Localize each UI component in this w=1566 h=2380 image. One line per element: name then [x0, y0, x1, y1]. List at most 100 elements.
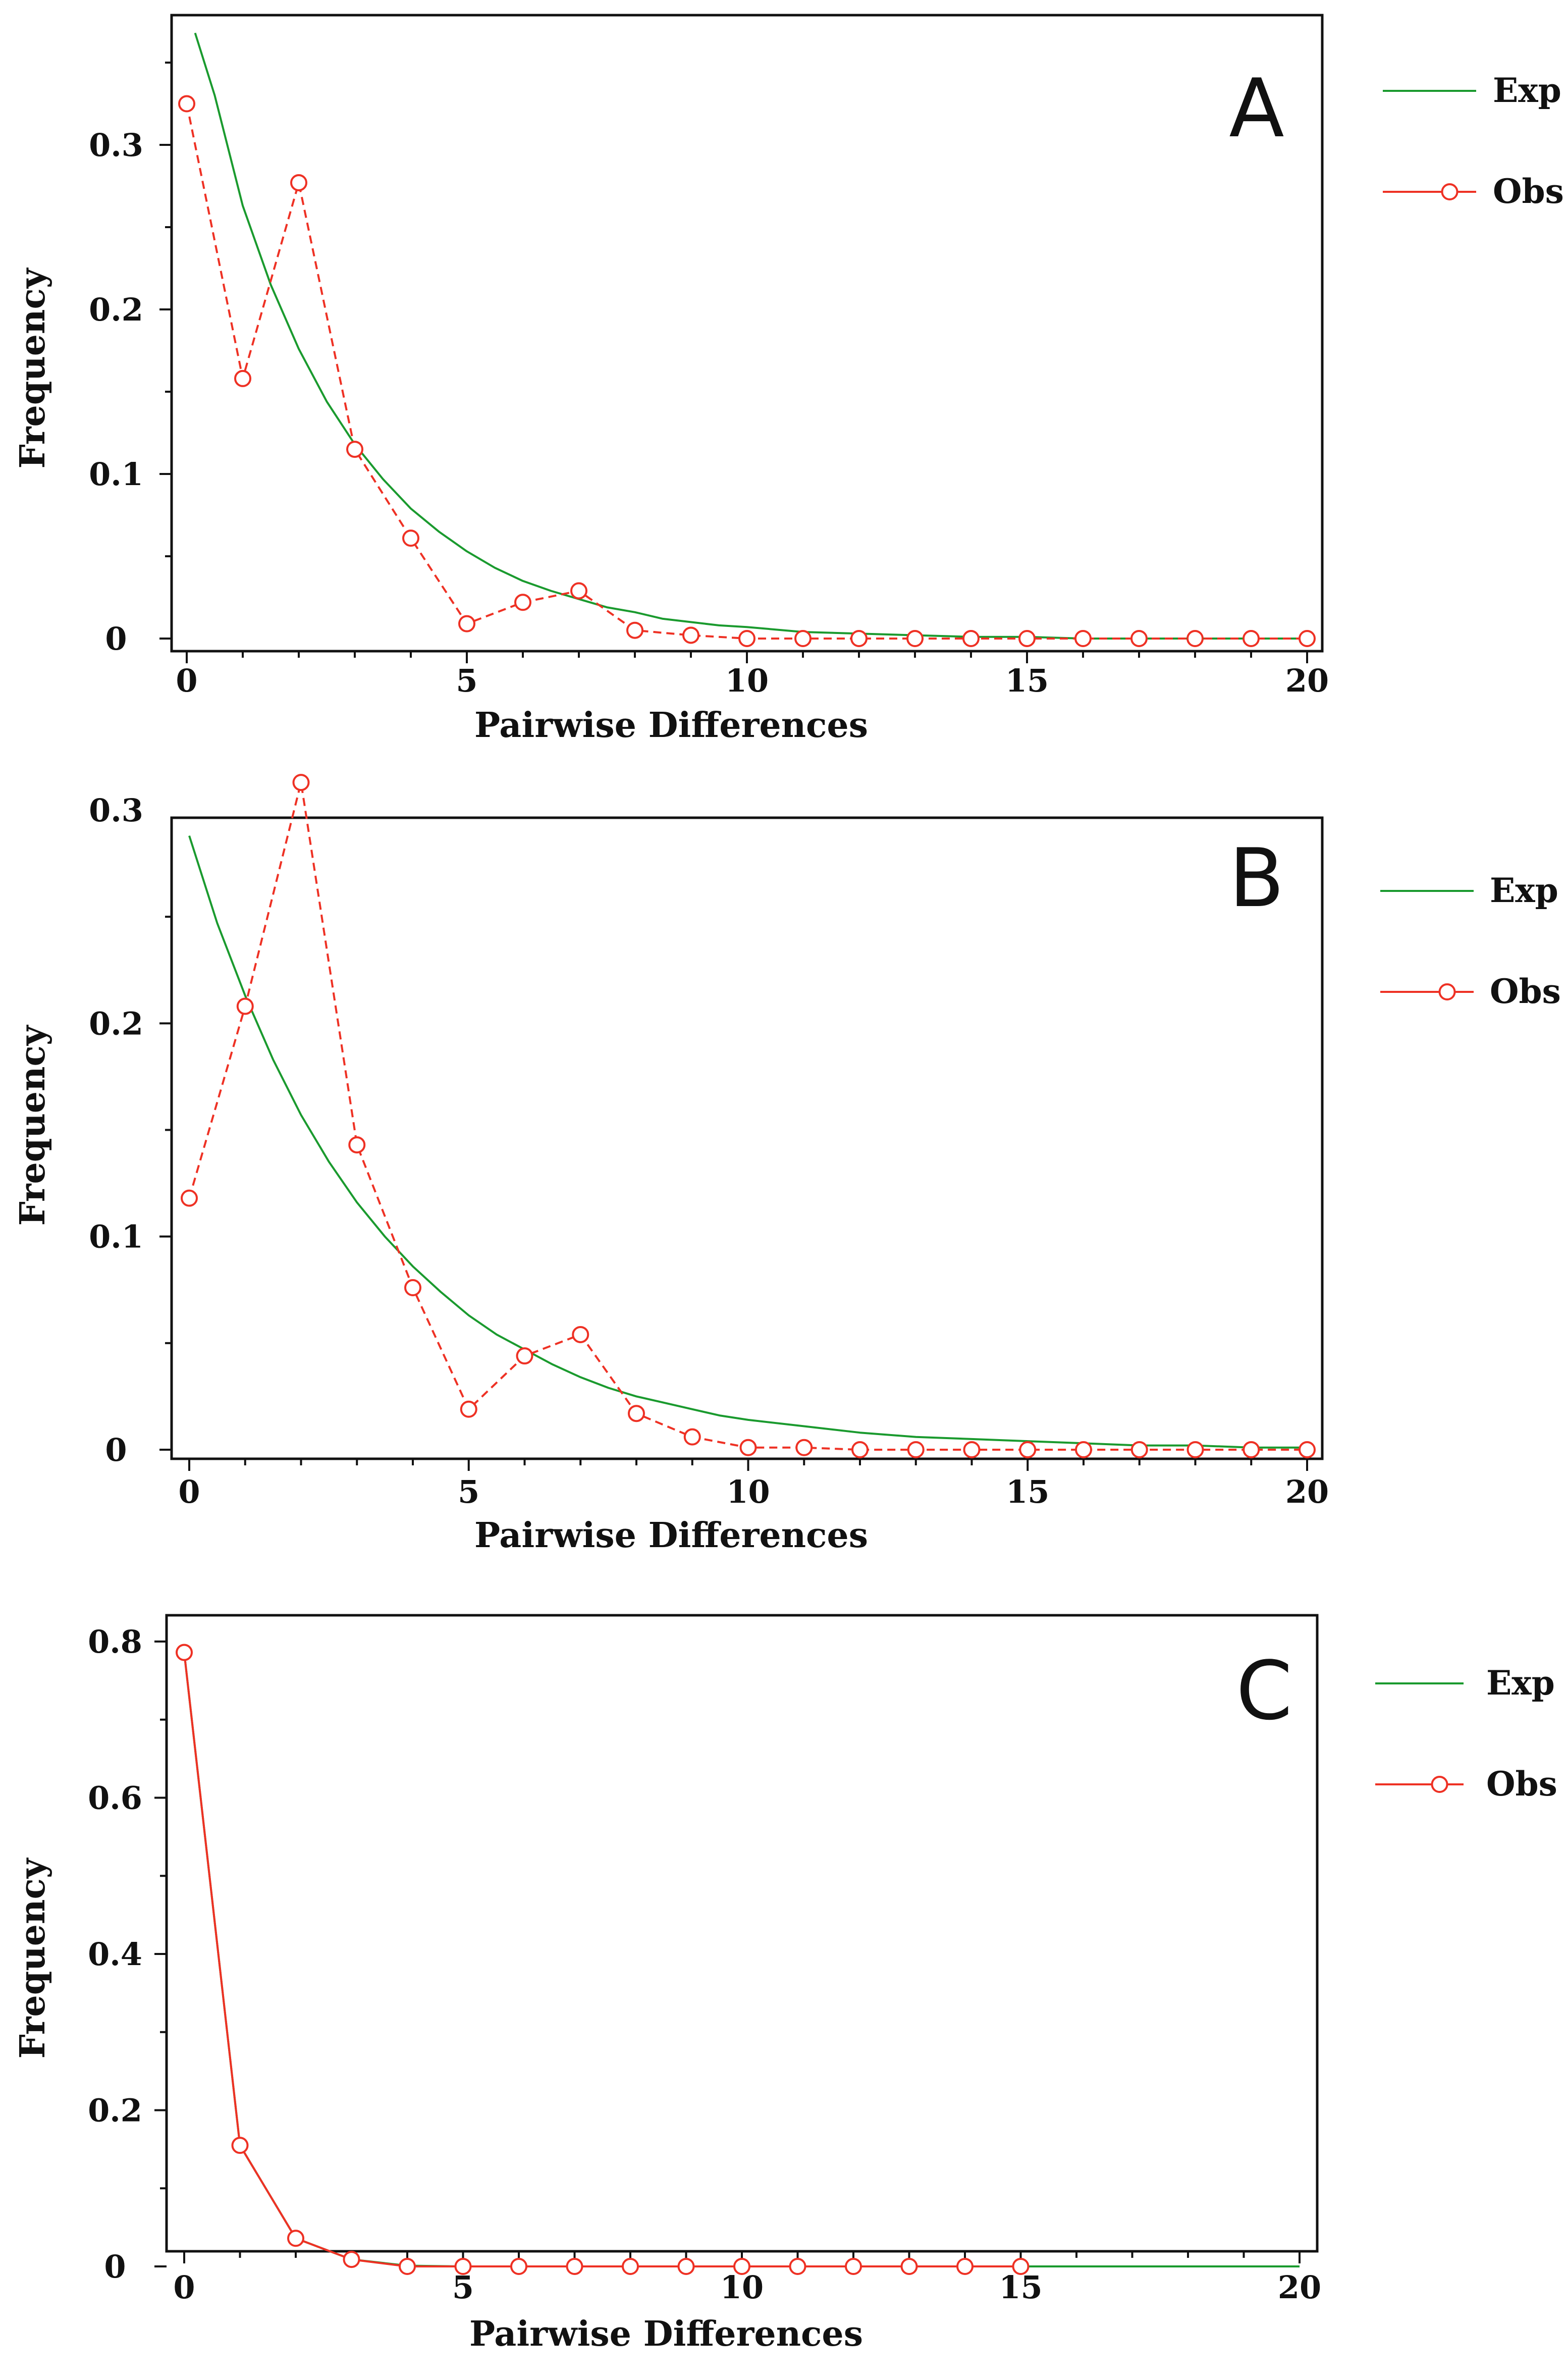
data-point-obs: [292, 774, 310, 791]
x-tick-label: 0: [176, 662, 197, 699]
series-line-obs: [188, 781, 1307, 1451]
data-point-obs: [739, 1439, 757, 1456]
data-point-obs: [1243, 630, 1260, 647]
data-point-obs: [348, 1136, 366, 1154]
x-tick-label: 15: [1006, 1473, 1049, 1510]
y-tick-label: 0.2: [88, 2092, 142, 2129]
data-point-obs: [290, 174, 307, 191]
data-point-obs: [516, 1347, 533, 1365]
y-tick-label: 0: [104, 2248, 126, 2285]
data-point-obs: [1012, 2258, 1030, 2275]
legend: Exp Obs: [1375, 1663, 1557, 1804]
y-tick-label: 0.3: [89, 792, 143, 829]
x-axis-title: Pairwise Differences: [474, 705, 868, 746]
data-point-obs: [845, 2258, 862, 2275]
series-line-obs: [186, 103, 1307, 640]
legend-label-obs: Obs: [1486, 1764, 1557, 1804]
series-line-exp: [183, 1652, 1300, 2267]
data-point-obs: [1299, 630, 1316, 647]
legend-marker-obs: [1431, 1776, 1448, 1793]
data-point-obs: [572, 1326, 589, 1343]
legend-label-obs: Obs: [1493, 172, 1564, 211]
y-tick-label: 0: [105, 620, 127, 657]
panel-letter: C: [1236, 1644, 1292, 1738]
data-point-obs: [851, 1441, 869, 1458]
data-point-obs: [1130, 1441, 1148, 1458]
data-point-obs: [738, 630, 755, 647]
legend: Exp Obs: [1380, 871, 1561, 1011]
series-line-exp: [194, 32, 1307, 640]
x-tick-label: 20: [1285, 662, 1329, 699]
x-tick-label: 5: [458, 1473, 479, 1510]
y-tick-label: 0.2: [89, 291, 143, 328]
x-tick-label: 10: [720, 2269, 764, 2306]
y-tick-label: 0.1: [89, 1219, 143, 1255]
legend-label-obs: Obs: [1490, 972, 1561, 1011]
data-point-obs: [460, 1400, 477, 1418]
data-point-obs: [343, 2251, 360, 2268]
y-tick-label: 0.8: [88, 1623, 142, 1660]
data-point-obs: [956, 2258, 974, 2275]
x-axis-title: Pairwise Differences: [469, 2314, 863, 2354]
x-tick-label: 5: [456, 662, 477, 699]
data-point-obs: [399, 2258, 416, 2275]
data-point-obs: [1019, 1441, 1037, 1458]
data-point-obs: [510, 2258, 527, 2275]
x-axis-title: Pairwise Differences: [474, 1515, 868, 1556]
x-tick-label: 15: [999, 2269, 1042, 2306]
data-point-obs: [231, 2137, 249, 2154]
data-point-obs: [402, 530, 419, 547]
data-point-obs: [962, 630, 980, 647]
data-point-obs: [346, 441, 363, 458]
data-point-obs: [733, 2258, 750, 2275]
legend-marker-obs: [1441, 183, 1459, 200]
data-point-obs: [1243, 1441, 1260, 1458]
legend-label-exp: Exp: [1486, 1663, 1555, 1703]
plot-frame: [170, 14, 1324, 653]
y-tick-label: 0.3: [89, 127, 143, 164]
data-point-obs: [514, 594, 531, 611]
data-point-obs: [907, 1441, 925, 1458]
data-point-obs: [1299, 1441, 1316, 1458]
y-tick-label: 0.1: [89, 456, 143, 493]
x-tick-label: 0: [178, 1473, 200, 1510]
data-point-obs: [287, 2230, 304, 2247]
chart-panel-c: 0 5 10 15 20 0 0.2 0.4 0.6 0.8 Pairwise Difference…: [13, 1614, 1557, 2354]
y-tick-label: 0: [105, 1432, 127, 1468]
panel-letter: A: [1229, 61, 1284, 155]
data-point-obs: [181, 1189, 198, 1207]
data-point-obs: [1075, 1441, 1092, 1458]
x-tick-label: 20: [1285, 1473, 1329, 1510]
data-point-obs: [1186, 1441, 1204, 1458]
data-point-obs: [1186, 630, 1204, 647]
data-point-obs: [794, 630, 812, 647]
data-point-obs: [1018, 630, 1036, 647]
plot-frame: [170, 816, 1324, 1460]
data-point-obs: [682, 626, 699, 644]
data-point-obs: [626, 621, 643, 639]
legend-label-exp: Exp: [1490, 871, 1558, 910]
data-point-obs: [963, 1441, 981, 1458]
legend-marker-obs: [1438, 983, 1456, 1000]
data-point-obs: [236, 997, 254, 1015]
data-point-obs: [850, 630, 868, 647]
data-point-obs: [458, 615, 475, 632]
data-point-obs: [677, 2258, 695, 2275]
y-tick-label: 0.2: [89, 1005, 143, 1042]
data-point-obs: [178, 95, 195, 113]
data-point-obs: [404, 1279, 421, 1297]
legend: Exp Obs: [1383, 71, 1564, 211]
data-point-obs: [566, 2258, 583, 2275]
data-point-obs: [789, 2258, 806, 2275]
x-tick-label: 20: [1278, 2269, 1321, 2306]
legend-label-exp: Exp: [1493, 71, 1561, 110]
y-axis-title: Frequency: [13, 1024, 53, 1226]
data-point-obs: [622, 2258, 639, 2275]
x-tick-label: 10: [726, 1473, 770, 1510]
plot-frame: [165, 1614, 1319, 2253]
data-point-obs: [795, 1439, 813, 1456]
data-point-obs: [900, 2258, 918, 2275]
data-point-obs: [1074, 630, 1092, 647]
data-point-obs: [683, 1428, 701, 1446]
